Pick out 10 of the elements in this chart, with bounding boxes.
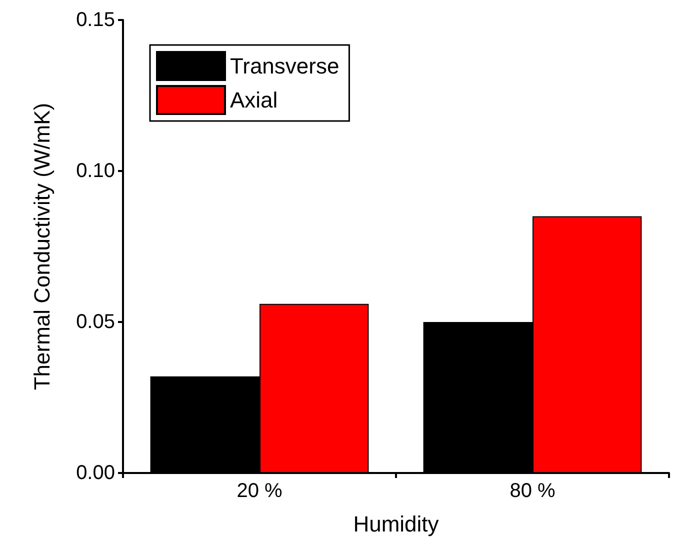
y-tick-label: 0.15	[76, 9, 115, 31]
y-tick-label: 0.00	[76, 462, 115, 484]
x-tick-label: 80 %	[510, 480, 556, 502]
y-tick-label: 0.05	[76, 311, 115, 333]
x-axis-title: Humidity	[353, 512, 439, 536]
legend-label: Axial	[230, 88, 278, 112]
y-tick-label: 0.10	[76, 160, 115, 182]
x-tick-label: 20 %	[236, 480, 283, 502]
legend-label: Transverse	[230, 54, 340, 78]
y-axis-title: Thermal Conductivity (W/mK)	[30, 102, 54, 390]
